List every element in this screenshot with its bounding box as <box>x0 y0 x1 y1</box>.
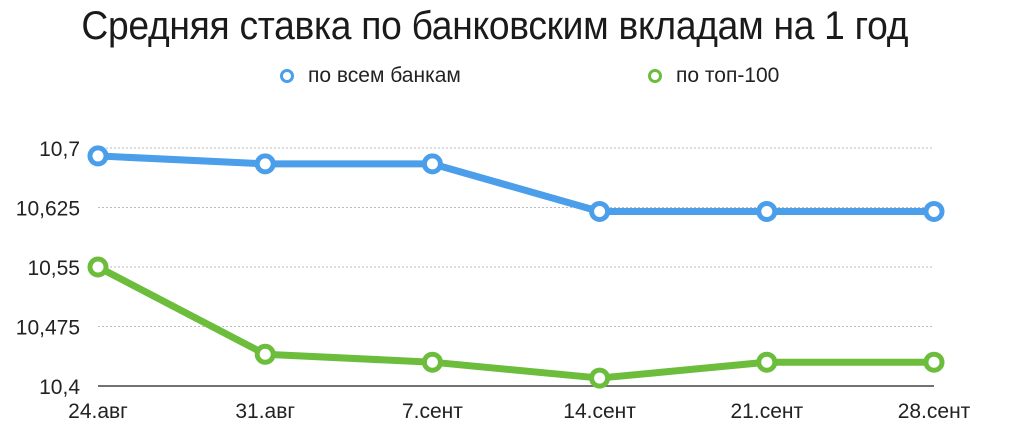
series-line-0 <box>97 152 934 215</box>
x-tick-label: 31.авг <box>235 400 295 423</box>
data-point-marker <box>923 351 945 373</box>
data-point-marker <box>87 145 109 167</box>
y-tick-label: 10,475 <box>16 317 80 340</box>
data-point-marker <box>421 153 443 175</box>
data-point-marker <box>589 200 611 222</box>
data-point-marker <box>254 343 276 365</box>
x-tick-label: 21.сент <box>731 400 804 423</box>
legend-marker-icon <box>648 69 662 83</box>
x-tick-label: 14.сент <box>563 400 636 423</box>
legend-label: по топ-100 <box>676 64 780 87</box>
x-tick-label: 24.авг <box>68 400 128 423</box>
legend-marker-icon <box>280 69 294 83</box>
legend-item-top-100: по топ-100 <box>648 64 779 88</box>
data-point-marker <box>254 153 276 175</box>
x-tick-label: 28.сент <box>898 400 971 423</box>
y-tick-label: 10,625 <box>16 198 80 221</box>
data-point-marker <box>756 351 778 373</box>
data-point-marker <box>756 200 778 222</box>
y-tick-label: 10,4 <box>39 376 80 399</box>
data-point-marker <box>923 200 945 222</box>
series-line-1 <box>96 263 934 382</box>
y-tick-label: 10,7 <box>39 138 80 161</box>
legend-label: по всем банкам <box>308 64 461 87</box>
x-tick-label: 7.сент <box>402 400 463 423</box>
chart-legend: по всем банкам по топ-100 <box>0 64 1024 94</box>
y-tick-label: 10,55 <box>27 257 80 280</box>
chart-title: Средняя ставка по банковским вкладам на … <box>81 4 909 48</box>
legend-item-all-banks: по всем банкам <box>280 64 461 88</box>
data-point-marker <box>421 351 443 373</box>
data-point-marker <box>87 256 109 278</box>
data-point-marker <box>589 367 611 389</box>
